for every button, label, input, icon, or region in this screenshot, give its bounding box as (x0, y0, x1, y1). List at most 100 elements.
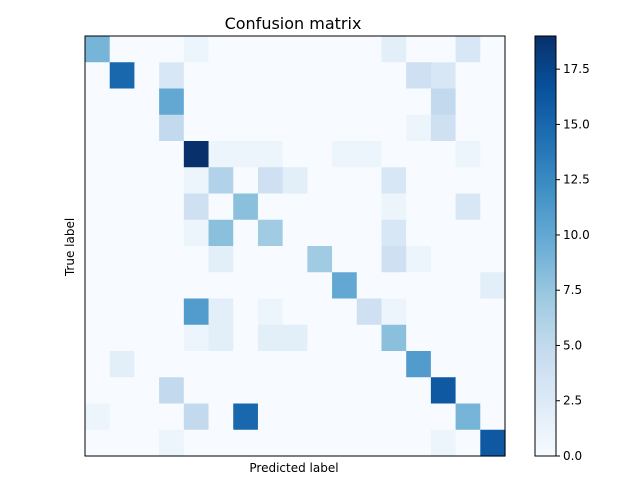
heatmap-cell-r7-c0 (85, 219, 111, 247)
heatmap-cell-r12-c8 (282, 351, 308, 378)
heatmap-cell-r14-c3 (159, 403, 185, 431)
heatmap-cell-r1-c3 (159, 62, 185, 90)
heatmap-cell-r5-c2 (134, 167, 160, 195)
heatmap-cell-r10-c0 (85, 298, 111, 326)
heatmap-cell-r3-c4 (183, 114, 210, 142)
heatmap-cell-r12-c3 (159, 351, 185, 378)
heatmap-cell-r3-c8 (282, 114, 308, 142)
heatmap-cell-r13-c3 (159, 377, 185, 405)
heatmap-cell-r13-c5 (208, 377, 234, 405)
heatmap-cell-r9-c16 (480, 272, 506, 300)
heatmap-cell-r6-c2 (134, 193, 160, 221)
heatmap-cell-r5-c11 (356, 167, 383, 195)
heatmap-cell-r13-c9 (307, 377, 333, 405)
heatmap-cell-r5-c6 (233, 167, 259, 195)
heatmap-cell-r1-c8 (282, 62, 308, 90)
heatmap-cell-r11-c11 (356, 324, 383, 352)
heatmap-cell-r4-c1 (109, 141, 136, 168)
heatmap-cell-r4-c3 (159, 141, 185, 168)
heatmap-cell-r13-c8 (282, 377, 308, 405)
heatmap-cell-r2-c9 (307, 88, 333, 116)
heatmap-cell-r10-c15 (455, 298, 481, 326)
heatmap-cell-r4-c0 (85, 141, 111, 168)
heatmap-cell-r1-c7 (257, 62, 284, 90)
heatmap-cell-r9-c13 (406, 272, 432, 300)
heatmap-cell-r8-c3 (159, 246, 185, 273)
heatmap-cell-r0-c6 (233, 36, 259, 63)
heatmap-cell-r9-c15 (455, 272, 481, 300)
heatmap-cell-r1-c14 (430, 62, 457, 90)
heatmap-cell-r10-c13 (406, 298, 432, 326)
heatmap-cell-r8-c2 (134, 246, 160, 273)
heatmap-cell-r5-c12 (381, 167, 407, 195)
colorbar-tick-label: 7.5 (563, 283, 582, 297)
heatmap-cell-r12-c13 (406, 351, 432, 378)
heatmap-cell-r9-c9 (307, 272, 333, 300)
heatmap-cell-r7-c2 (134, 219, 160, 247)
heatmap-cell-r6-c8 (282, 193, 308, 221)
heatmap-cell-r2-c1 (109, 88, 136, 116)
heatmap-cell-r15-c0 (85, 429, 111, 457)
heatmap-cell-r0-c3 (159, 36, 185, 63)
heatmap-cell-r3-c9 (307, 114, 333, 142)
heatmap-cell-r5-c5 (208, 167, 234, 195)
heatmap-cell-r11-c12 (381, 324, 407, 352)
heatmap-cell-r1-c2 (134, 62, 160, 90)
heatmap-cell-r6-c0 (85, 193, 111, 221)
heatmap-cell-r15-c7 (257, 429, 284, 457)
heatmap-cell-r4-c12 (381, 141, 407, 168)
heatmap-cell-r11-c7 (257, 324, 284, 352)
heatmap-cell-r12-c6 (233, 351, 259, 378)
heatmap-cell-r4-c5 (208, 141, 234, 168)
heatmap-cell-r2-c12 (381, 88, 407, 116)
heatmap-cell-r11-c4 (183, 324, 210, 352)
heatmap-cell-r13-c11 (356, 377, 383, 405)
heatmap-cell-r4-c14 (430, 141, 457, 168)
heatmap-cell-r14-c5 (208, 403, 234, 431)
heatmap-cell-r13-c7 (257, 377, 284, 405)
heatmap-cell-r1-c6 (233, 62, 259, 90)
heatmap-cell-r5-c0 (85, 167, 111, 195)
heatmap-cell-r2-c10 (332, 88, 358, 116)
heatmap-cell-r12-c4 (183, 351, 210, 378)
heatmap-cell-r15-c15 (455, 429, 481, 457)
heatmap-cell-r6-c10 (332, 193, 358, 221)
heatmap-cell-r11-c3 (159, 324, 185, 352)
heatmap-cell-r4-c13 (406, 141, 432, 168)
heatmap-cell-r11-c10 (332, 324, 358, 352)
heatmap-cell-r3-c3 (159, 114, 185, 142)
heatmap-cell-r12-c10 (332, 351, 358, 378)
heatmap-cell-r13-c15 (455, 377, 481, 405)
heatmap-cell-r6-c13 (406, 193, 432, 221)
heatmap-cell-r8-c9 (307, 246, 333, 273)
heatmap-cell-r10-c11 (356, 298, 383, 326)
heatmap-cell-r1-c11 (356, 62, 383, 90)
heatmap-cell-r0-c10 (332, 36, 358, 63)
heatmap-cell-r2-c8 (282, 88, 308, 116)
heatmap-cell-r1-c1 (109, 62, 136, 90)
heatmap-cell-r9-c1 (109, 272, 136, 300)
heatmap-cell-r0-c0 (85, 36, 111, 63)
heatmap-cell-r9-c12 (381, 272, 407, 300)
heatmap-cell-r4-c16 (480, 141, 506, 168)
heatmap-cell-r7-c6 (233, 219, 259, 247)
heatmap-cell-r14-c11 (356, 403, 383, 431)
heatmap-cell-r10-c5 (208, 298, 234, 326)
heatmap-cell-r10-c3 (159, 298, 185, 326)
heatmap-cell-r5-c1 (109, 167, 136, 195)
plot-frame (84, 35, 506, 457)
heatmap-cell-r8-c7 (257, 246, 284, 273)
heatmap-cell-r13-c10 (332, 377, 358, 405)
heatmap-cell-r5-c8 (282, 167, 308, 195)
heatmap-cell-r3-c10 (332, 114, 358, 142)
heatmap-cell-r0-c1 (109, 36, 136, 63)
heatmap-cell-r6-c7 (257, 193, 284, 221)
heatmap-cell-r9-c5 (208, 272, 234, 300)
heatmap-cell-r2-c4 (183, 88, 210, 116)
heatmap-cell-r1-c4 (183, 62, 210, 90)
heatmap-cell-r0-c2 (134, 36, 160, 63)
heatmap-cell-r2-c6 (233, 88, 259, 116)
heatmap-cell-r12-c7 (257, 351, 284, 378)
heatmap-cell-r15-c8 (282, 429, 308, 457)
